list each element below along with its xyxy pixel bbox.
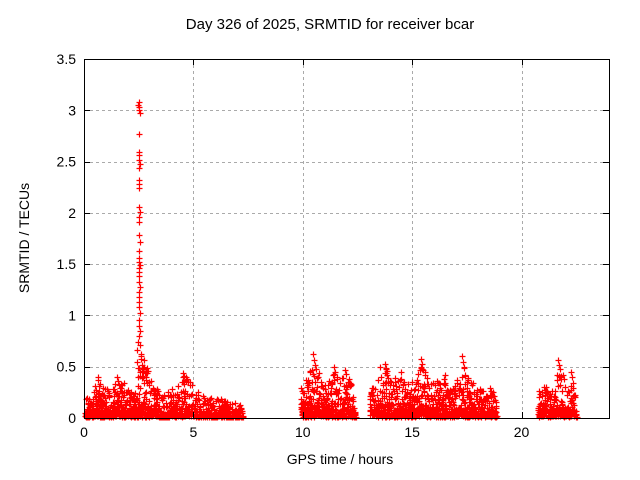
plot-border bbox=[84, 59, 610, 419]
y-tick-label: 0 bbox=[68, 410, 76, 426]
y-tick-label: 2 bbox=[68, 205, 76, 221]
chart-title: Day 326 of 2025, SRMTID for receiver bca… bbox=[185, 16, 475, 33]
y-tick-label: 3.5 bbox=[57, 51, 77, 67]
x-tick-labels: 0 5 10 15 20 bbox=[80, 424, 529, 440]
x-axis-label: GPS time / hours bbox=[286, 451, 394, 467]
x-tick-label: 10 bbox=[295, 424, 311, 440]
x-tick-label: 15 bbox=[404, 424, 420, 440]
x-tick-label: 20 bbox=[514, 424, 530, 440]
y-tick-label: 3 bbox=[68, 102, 76, 118]
gridlines bbox=[84, 59, 609, 418]
y-tick-label: 1 bbox=[68, 307, 76, 323]
y-tick-label: 1.5 bbox=[57, 256, 77, 272]
axis-ticks bbox=[84, 59, 609, 419]
x-tick-label: 0 bbox=[80, 424, 88, 440]
x-tick-label: 5 bbox=[189, 424, 197, 440]
y-tick-label: 0.5 bbox=[57, 359, 77, 375]
y-tick-label: 2.5 bbox=[57, 154, 77, 170]
data-points bbox=[82, 99, 581, 421]
y-tick-labels: 0 0.5 1 1.5 2 2.5 3 3.5 bbox=[57, 51, 77, 426]
